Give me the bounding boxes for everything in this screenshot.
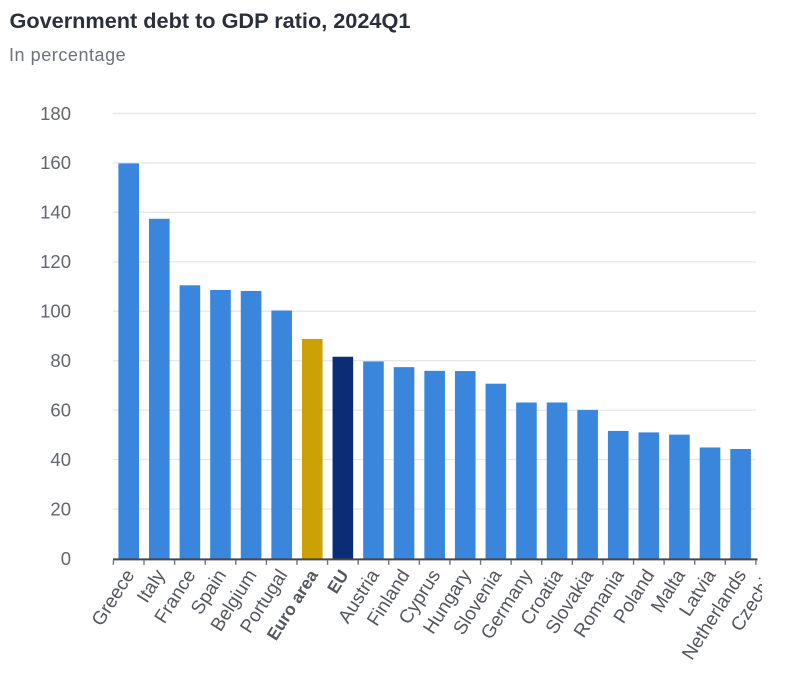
svg-text:100: 100 bbox=[40, 301, 71, 322]
svg-text:40: 40 bbox=[50, 449, 71, 470]
svg-text:140: 140 bbox=[40, 202, 71, 223]
svg-text:0: 0 bbox=[61, 548, 71, 569]
svg-text:In percentage: In percentage bbox=[9, 45, 126, 65]
svg-text:60: 60 bbox=[50, 399, 71, 420]
svg-text:120: 120 bbox=[40, 251, 71, 272]
svg-text:20: 20 bbox=[50, 498, 71, 519]
svg-text:80: 80 bbox=[50, 350, 71, 371]
svg-text:160: 160 bbox=[40, 152, 71, 173]
svg-text:180: 180 bbox=[40, 103, 71, 124]
svg-text:Government debt to GDP ratio,: Government debt to GDP ratio, 2024Q1 bbox=[10, 8, 411, 33]
